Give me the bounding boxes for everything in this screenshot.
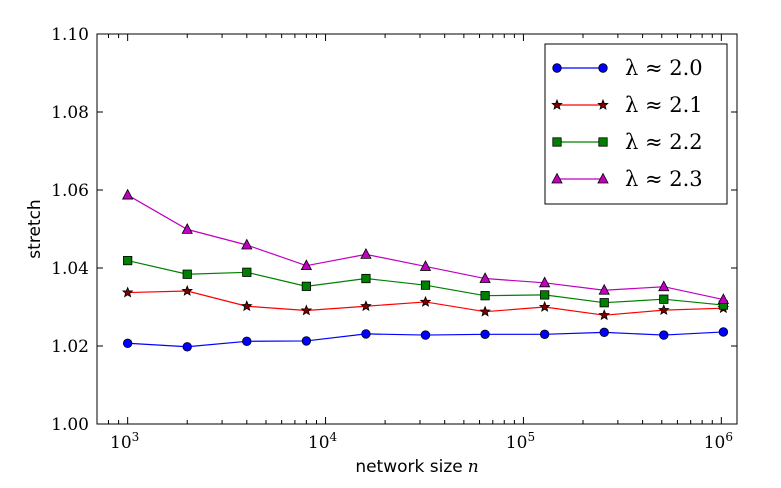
y-tick-label: 1.08: [51, 103, 89, 123]
data-point: [658, 280, 670, 292]
data-point: [300, 304, 313, 316]
legend-box: [544, 43, 728, 205]
data-point: [301, 281, 311, 291]
data-point: [360, 300, 372, 312]
data-point: [361, 273, 371, 284]
legend-marker: [552, 63, 562, 73]
legend-marker: [597, 172, 609, 184]
x-axis-label-text: network size: [355, 457, 462, 477]
data-point: [598, 309, 610, 321]
series-2: [123, 255, 728, 310]
y-tick-label: 1.00: [51, 415, 89, 435]
legend-label: λ ≈ 2.1: [625, 93, 703, 117]
data-point: [242, 267, 252, 277]
legend-label: λ ≈ 2.3: [625, 167, 703, 191]
legend-entry: λ ≈ 2.0: [552, 56, 703, 80]
data-point: [361, 329, 371, 339]
legend-marker: [551, 98, 563, 110]
legend-entry: λ ≈ 2.3: [551, 167, 703, 191]
legend-marker: [598, 63, 608, 73]
data-point: [420, 280, 431, 290]
legend-entry: λ ≈ 2.2: [552, 130, 703, 154]
legend-entry: λ ≈ 2.1: [551, 93, 703, 117]
data-point: [420, 330, 431, 340]
data-point: [241, 300, 253, 312]
data-point: [718, 327, 729, 337]
data-point: [300, 259, 313, 271]
data-point: [182, 269, 192, 279]
data-point: [538, 276, 551, 288]
data-point: [123, 255, 133, 266]
series-1: [121, 284, 730, 321]
data-point: [598, 283, 610, 295]
y-tick-label: 1.06: [51, 181, 89, 201]
data-point: [241, 238, 253, 250]
y-tick-label: 1.02: [51, 337, 89, 357]
series-0: [122, 327, 729, 352]
plot-area-frame: [96, 33, 738, 425]
data-point: [480, 329, 490, 340]
legend-marker: [551, 172, 563, 184]
y-axis-label: stretch: [25, 199, 45, 258]
data-point: [121, 286, 134, 298]
legend: λ ≈ 2.0 λ ≈ 2.1 λ ≈ 2.2 λ ≈ 2.3: [544, 43, 728, 205]
legend-label: λ ≈ 2.2: [625, 130, 703, 154]
legend-label: λ ≈ 2.0: [625, 56, 703, 80]
data-point: [659, 294, 669, 304]
data-point: [182, 342, 192, 352]
data-point: [599, 298, 609, 308]
data-point: [419, 295, 432, 307]
data-point: [717, 293, 730, 304]
data-point: [659, 330, 669, 340]
x-axis-label-variable: n: [468, 457, 479, 477]
data-point: [242, 336, 252, 347]
data-point: [121, 188, 134, 200]
data-point: [599, 327, 609, 338]
data-point: [301, 336, 312, 346]
data-point: [479, 272, 491, 283]
legend-marker: [598, 137, 608, 147]
data-point: [538, 300, 551, 312]
data-point: [181, 284, 193, 296]
legend-marker: [597, 98, 609, 110]
data-point: [122, 338, 133, 348]
legend-marker: [552, 137, 562, 147]
data-point: [419, 260, 432, 271]
data-point: [539, 329, 550, 340]
data-point: [360, 247, 372, 259]
data-point: [658, 304, 670, 316]
x-tick-label: 105: [506, 430, 535, 453]
data-point: [480, 291, 490, 301]
data-point: [479, 305, 491, 317]
x-tick-label: 104: [308, 430, 338, 453]
y-tick-label: 1.04: [51, 259, 89, 279]
x-axis-label: network size n: [355, 457, 478, 477]
data-point: [540, 290, 550, 300]
data-point: [181, 223, 193, 234]
y-tick-label: 1.10: [51, 25, 89, 45]
x-tick-label: 103: [110, 430, 139, 453]
x-tick-label: 106: [704, 430, 733, 453]
series-3: [121, 188, 730, 304]
